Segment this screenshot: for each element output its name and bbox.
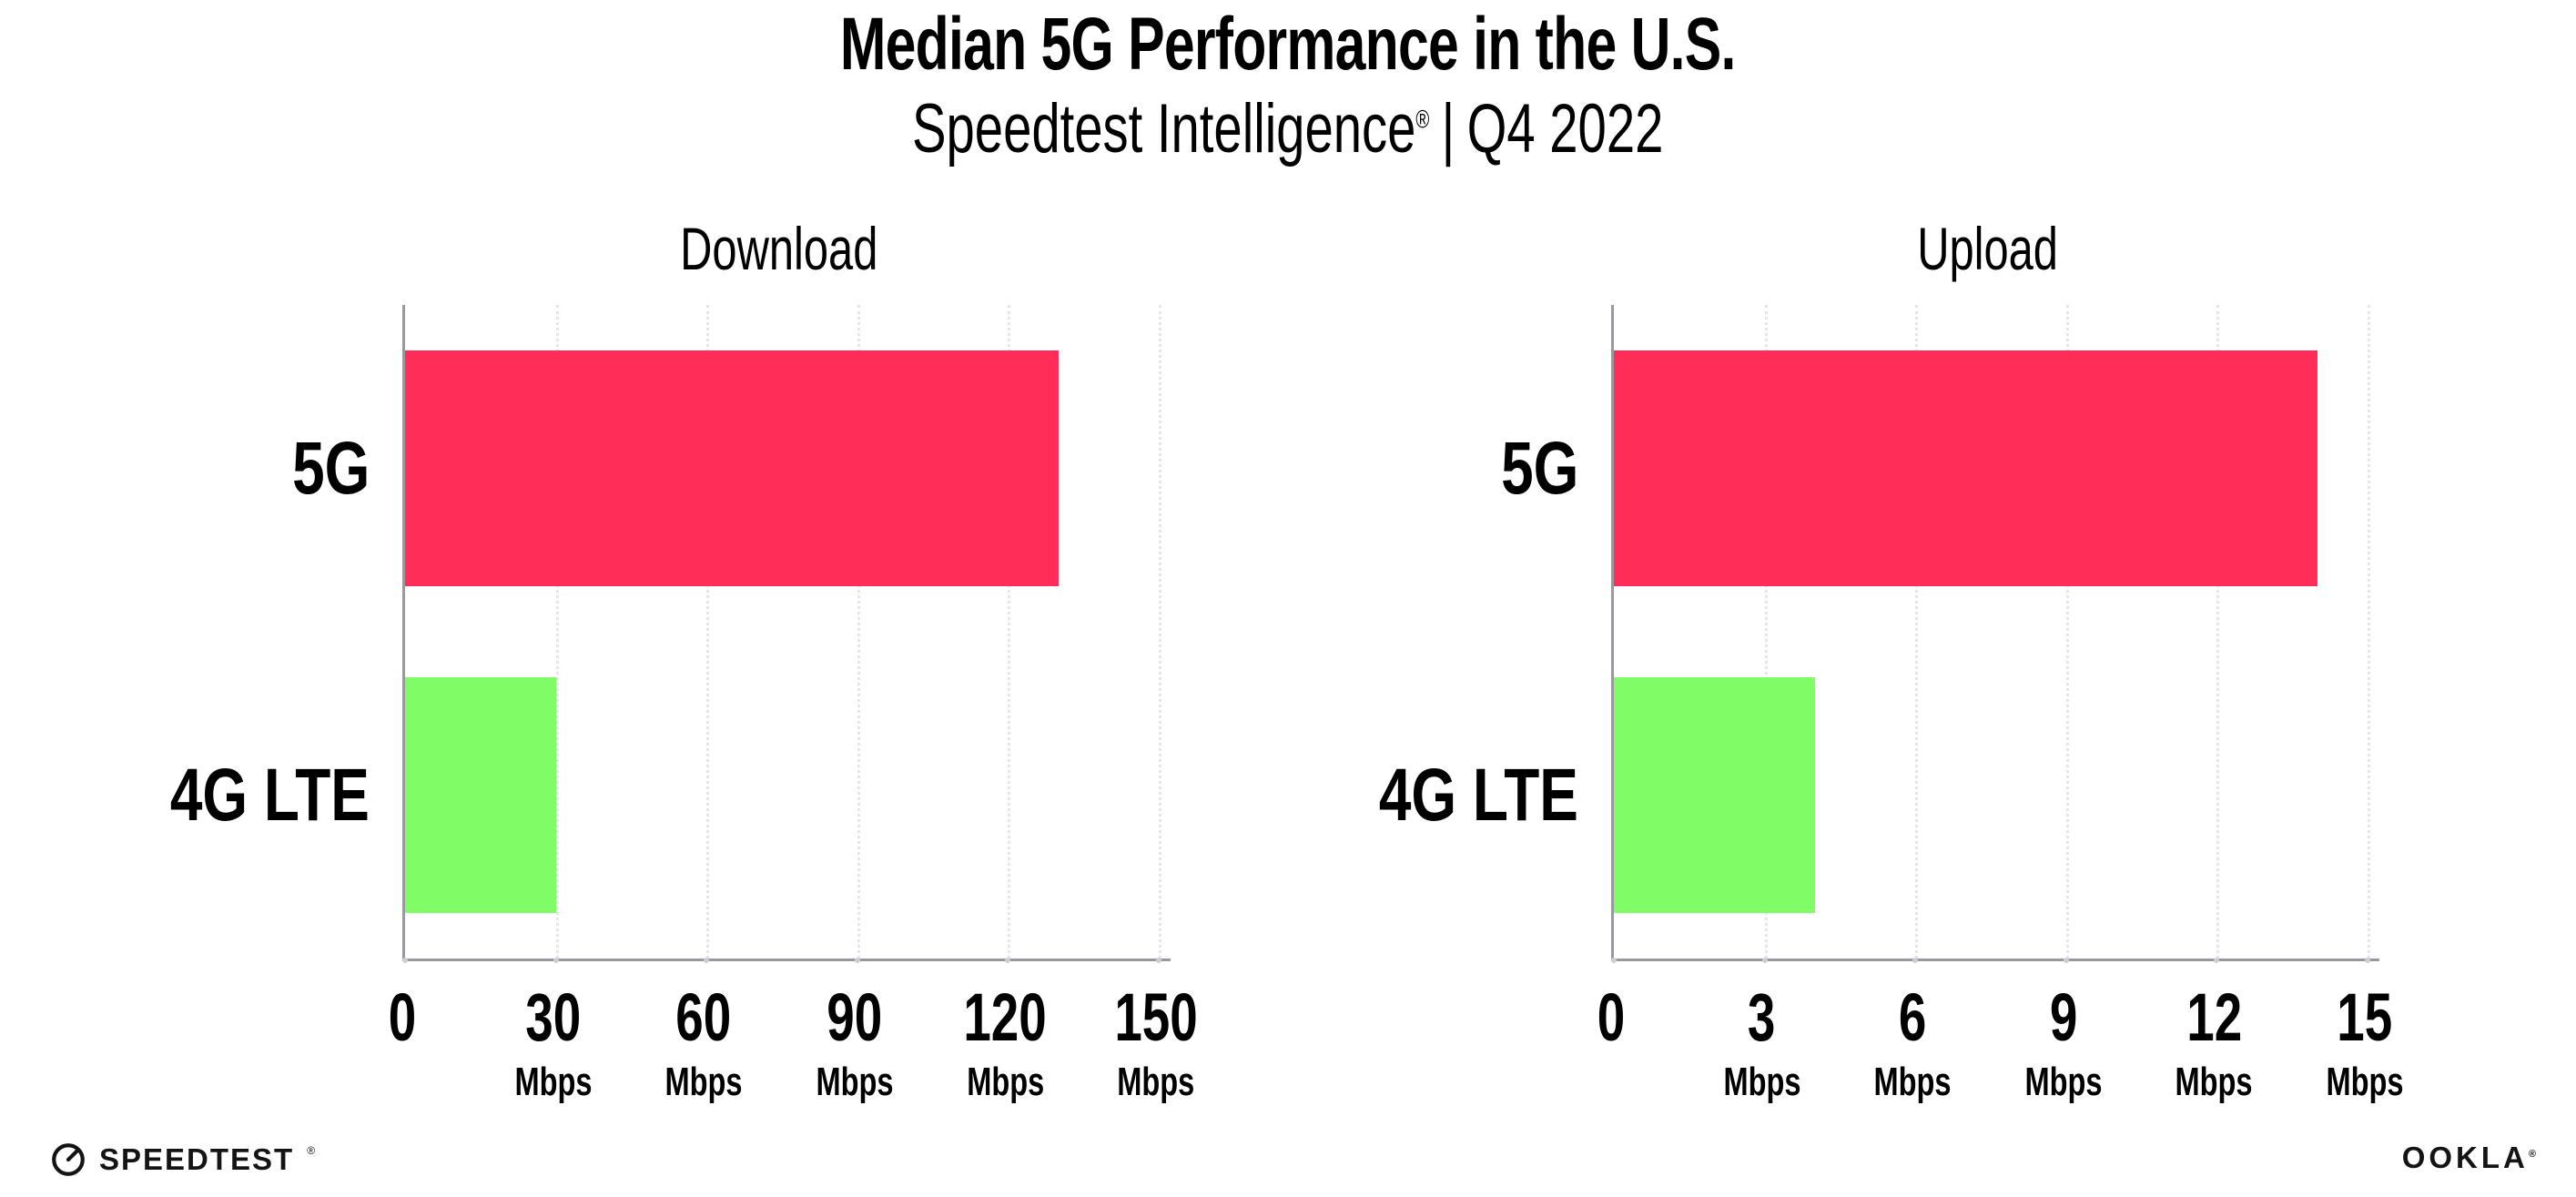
page-subtitle-text: Speedtest Intelligence® | Q4 2022 [912, 93, 1663, 166]
gridline-30 [555, 305, 559, 959]
speedtest-wordmark: SPEEDTEST [99, 1142, 295, 1176]
ookla-logo: OOKLA® [2402, 1141, 2536, 1175]
page-subtitle: Speedtest Intelligence® | Q4 2022 [0, 93, 2576, 166]
tick-mark-120 [1005, 958, 1011, 963]
speedtest-registered-mark: ® [307, 1144, 316, 1157]
chart-download: Download 5G 4G LTE 0 30 Mbps 60 Mbps 90 Mbps 120… [170, 217, 1198, 1101]
gridline-60 [706, 305, 710, 959]
subtitle-period: Q4 2022 [1466, 90, 1664, 167]
tick-mark-0 [402, 958, 408, 963]
subtitle-brand: Speedtest Intelligence [912, 90, 1416, 167]
tick-mark-12 [2214, 958, 2220, 963]
x-tick-value: 30 [525, 979, 582, 1055]
x-tick-90: 90 Mbps [802, 984, 907, 1102]
x-tick-value: 6 [1898, 979, 1927, 1055]
x-tick-unit: Mbps [2024, 1060, 2103, 1104]
x-axis-line [1611, 959, 2379, 961]
x-tick-value: 12 [2186, 979, 2242, 1055]
x-tick-value: 15 [2337, 979, 2393, 1055]
x-tick-unit: Mbps [1723, 1060, 1801, 1104]
gridline-6 [1915, 305, 1919, 959]
category-label-text: 5G [1500, 426, 1578, 510]
x-tick-15: 15 Mbps [2313, 984, 2418, 1102]
x-tick-0: 0 [383, 984, 421, 1051]
page-title: Median 5G Performance in the U.S. [0, 5, 2576, 84]
x-tick-value: 9 [2049, 979, 2078, 1055]
x-tick-value: 60 [675, 979, 732, 1055]
x-tick-9: 9 Mbps [2011, 984, 2115, 1102]
x-tick-3: 3 Mbps [1709, 984, 1814, 1102]
x-tick-value: 0 [1597, 979, 1626, 1055]
tick-mark-9 [2063, 958, 2069, 963]
speedtest-logo: SPEEDTEST ® [49, 1141, 315, 1179]
speedtest-gauge-icon [52, 1143, 85, 1176]
x-tick-value: 0 [388, 979, 417, 1055]
x-tick-unit: Mbps [1117, 1060, 1195, 1104]
x-tick-unit: Mbps [816, 1060, 894, 1104]
gridline-15 [2368, 305, 2370, 959]
category-axis-download: 5G 4G LTE [0, 305, 370, 959]
registered-mark: ® [1415, 105, 1430, 134]
gridline-90 [857, 305, 860, 959]
tick-mark-30 [553, 958, 559, 963]
plot-area-upload [1611, 305, 2379, 963]
x-tick-150: 150 Mbps [1100, 984, 1212, 1102]
bar-4g-lte [1614, 676, 1815, 913]
category-label-text: 4G LTE [169, 753, 370, 837]
x-tick-unit: Mbps [2326, 1060, 2404, 1104]
x-tick-value: 90 [827, 979, 883, 1055]
gridline-12 [2216, 305, 2220, 959]
category-label-4g-lte: 4G LTE [114, 753, 370, 837]
bar-5g [1614, 350, 2317, 586]
tick-mark-3 [1761, 958, 1768, 963]
chart-title-upload-text: Upload [1917, 215, 2059, 282]
ookla-wordmark: OOKLA [2401, 1141, 2529, 1174]
gridline-9 [2065, 305, 2069, 959]
category-label-5g: 5G [1479, 431, 1578, 506]
x-tick-value: 150 [1114, 979, 1198, 1055]
tick-mark-15 [2365, 958, 2370, 963]
x-tick-unit: Mbps [1873, 1060, 1952, 1104]
category-axis-upload: 5G 4G LTE [1105, 305, 1578, 959]
chart-title-download-text: Download [680, 215, 878, 282]
x-tick-value: 3 [1748, 979, 1776, 1055]
category-label-5g: 5G [270, 431, 370, 506]
bar-5g [405, 350, 1059, 586]
x-tick-0: 0 [1592, 984, 1629, 1051]
bar-4g-lte [405, 676, 556, 913]
x-tick-unit: Mbps [664, 1060, 743, 1104]
category-label-text: 5G [291, 426, 370, 510]
page-title-text: Median 5G Performance in the U.S. [840, 3, 1737, 86]
ookla-registered-mark: ® [2528, 1149, 2536, 1160]
tick-mark-150 [1156, 958, 1161, 963]
category-label-text: 4G LTE [1378, 753, 1578, 837]
x-tick-120: 120 Mbps [949, 984, 1061, 1102]
plot-area-download [402, 305, 1171, 963]
chart-upload: Upload 5G 4G LTE 0 3 Mbps 6 Mbps 9 Mbps 12 Mbps 15… [1379, 217, 2404, 1101]
x-tick-60: 60 Mbps [652, 984, 756, 1102]
gridline-150 [1159, 305, 1161, 959]
gridline-120 [1008, 305, 1011, 959]
x-tick-unit: Mbps [966, 1060, 1044, 1104]
x-axis-line [402, 959, 1171, 961]
tick-mark-0 [1611, 958, 1617, 963]
x-tick-unit: Mbps [514, 1060, 593, 1104]
category-label-4g-lte: 4G LTE [1323, 753, 1578, 837]
subtitle-separator: | [1441, 90, 1455, 167]
x-tick-12: 12 Mbps [2162, 984, 2267, 1102]
x-tick-30: 30 Mbps [501, 984, 605, 1102]
tick-mark-60 [704, 958, 710, 963]
chart-title-download: Download [402, 215, 1156, 282]
x-tick-6: 6 Mbps [1861, 984, 1965, 1102]
x-tick-unit: Mbps [2175, 1060, 2253, 1104]
tick-mark-90 [854, 958, 860, 963]
chart-title-upload: Upload [1611, 215, 2365, 282]
gridline-3 [1764, 305, 1768, 959]
tick-mark-6 [1912, 958, 1919, 963]
x-tick-value: 120 [963, 979, 1048, 1055]
